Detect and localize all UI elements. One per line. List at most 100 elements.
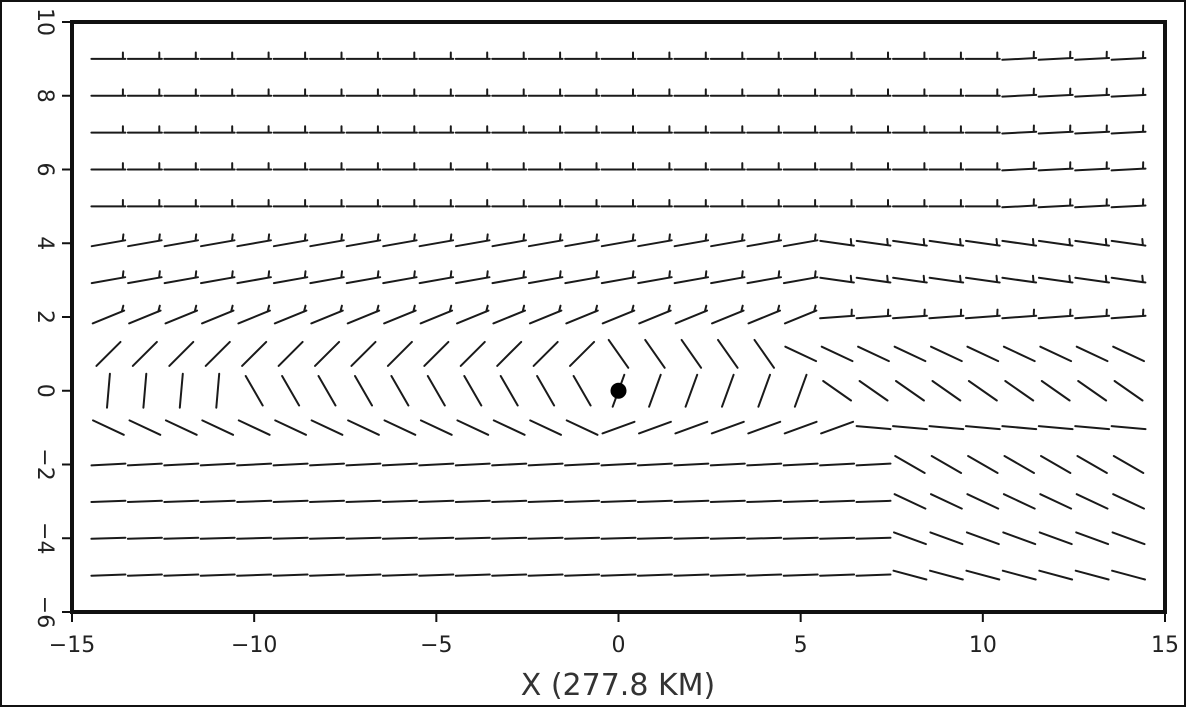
wind-barb	[456, 200, 490, 206]
wind-barb	[107, 374, 110, 408]
wind-barb	[966, 276, 1000, 283]
wind-barb	[419, 126, 453, 132]
wind-barb	[1005, 456, 1035, 473]
storm-center-marker	[611, 383, 627, 399]
wind-barb	[893, 126, 927, 132]
wind-barb	[574, 376, 591, 406]
wind-barb	[966, 239, 1000, 246]
y-tick-label: −2	[32, 448, 57, 480]
wind-barb	[312, 420, 343, 434]
wind-barb	[857, 538, 891, 539]
wind-barb	[1004, 494, 1035, 508]
wind-barb	[603, 306, 635, 324]
wind-barb	[930, 571, 963, 580]
wind-barb	[347, 271, 381, 283]
wind-barb	[310, 575, 344, 576]
wind-barb	[930, 426, 964, 429]
wind-barb	[347, 501, 381, 502]
wind-barb	[492, 163, 526, 169]
wind-barb	[129, 306, 161, 324]
wind-barb	[1039, 310, 1073, 319]
wind-barb	[1002, 199, 1036, 207]
wind-barb	[128, 163, 162, 169]
wind-barb	[419, 89, 453, 95]
wind-barb	[785, 306, 817, 324]
wind-barb	[1002, 162, 1036, 170]
wind-barb	[164, 163, 198, 169]
wind-barb	[686, 375, 698, 407]
wind-barb	[355, 376, 372, 406]
wind-barb	[493, 306, 525, 324]
wind-barb	[1113, 532, 1145, 544]
wind-barb	[164, 575, 198, 576]
wind-barb	[311, 306, 343, 324]
wind-barb	[164, 200, 198, 206]
wind-barb	[347, 464, 381, 466]
wind-barb	[492, 126, 526, 132]
wind-barb	[319, 376, 336, 406]
wind-barb	[966, 426, 1000, 429]
wind-barb	[857, 89, 891, 95]
x-axis-label: X (277.8 KM)	[521, 668, 715, 703]
wind-barb	[966, 163, 1000, 169]
wind-barb	[1005, 381, 1033, 401]
wind-barb	[675, 234, 709, 246]
wind-barb	[931, 347, 962, 361]
wind-barb	[383, 234, 416, 246]
wind-barb	[674, 538, 708, 539]
wind-barb	[1077, 494, 1108, 508]
wind-barb	[929, 200, 963, 206]
wind-barb	[164, 464, 198, 466]
wind-barb	[895, 347, 926, 361]
wind-barb	[282, 376, 299, 406]
wind-barb	[966, 571, 999, 580]
wind-barb	[565, 464, 599, 466]
y-tick-label: −6	[32, 596, 57, 628]
wind-barb	[1077, 347, 1108, 361]
wind-barb	[383, 53, 417, 59]
wind-barb	[711, 464, 745, 466]
wind-barb	[419, 464, 453, 466]
wind-barb	[1039, 125, 1073, 133]
wind-barb	[748, 271, 782, 283]
wind-barb	[529, 53, 563, 59]
wind-barb	[274, 163, 308, 169]
wind-barb	[1002, 89, 1036, 97]
wind-barb	[1113, 494, 1144, 508]
wind-barb	[820, 89, 854, 95]
wind-barb	[820, 163, 854, 169]
wind-barb	[968, 456, 998, 473]
wind-barb	[310, 501, 344, 502]
wind-barb	[966, 89, 1000, 95]
wind-barb	[747, 89, 781, 95]
x-tick-label: −5	[420, 633, 452, 658]
wind-barb	[747, 501, 781, 502]
wind-barb	[201, 163, 235, 169]
wind-barb	[383, 163, 417, 169]
wind-barb	[639, 422, 671, 434]
wind-barb	[857, 426, 891, 429]
wind-barb	[529, 126, 563, 132]
wind-barb	[1112, 52, 1146, 60]
wind-barb	[566, 306, 598, 324]
x-tick-label: 10	[969, 633, 997, 658]
wind-barb	[711, 538, 745, 539]
wind-barb	[602, 163, 636, 169]
wind-barb	[1112, 426, 1146, 429]
wind-barb	[310, 163, 344, 169]
wind-barb	[966, 126, 1000, 132]
wind-barb	[1112, 199, 1146, 207]
wind-barb	[456, 271, 490, 283]
wind-barb	[529, 271, 563, 283]
wind-barb	[1112, 571, 1145, 580]
wind-barb	[931, 494, 962, 508]
wind-barb	[893, 276, 927, 283]
wind-barb	[929, 89, 963, 95]
wind-barb	[201, 234, 235, 246]
wind-barb	[894, 571, 927, 580]
wind-barb	[711, 89, 745, 95]
wind-barb	[1039, 162, 1073, 170]
wind-barb	[529, 234, 563, 246]
wind-barb	[347, 200, 381, 206]
wind-barb	[274, 575, 308, 576]
